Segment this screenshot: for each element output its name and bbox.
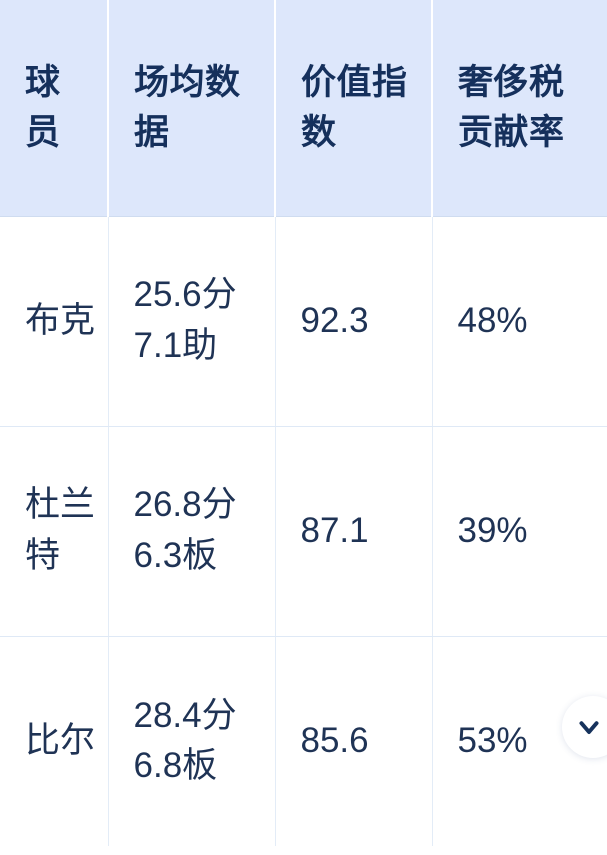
table-row[interactable]: 比尔 28.4分6.8板 85.6 53% <box>0 636 607 846</box>
table-row[interactable]: 布克 25.6分7.1助 92.3 48% <box>0 216 607 427</box>
column-header-luxury-tax-label: 奢侈税贡献率 <box>458 63 565 152</box>
cell-avg-stats: 25.6分7.1助 <box>108 216 276 427</box>
column-header-value-index[interactable]: 价值指数 <box>275 0 433 217</box>
cell-player: 布克 <box>0 216 109 427</box>
column-header-player[interactable]: 球员 <box>0 0 109 217</box>
cell-value-index: 92.3 <box>275 216 433 427</box>
table-body: 布克 25.6分7.1助 92.3 48% 杜兰特 26.8分6.3板 87.1… <box>0 216 607 846</box>
table-header: 球员 场均数据 价值指数 奢侈税贡献率 <box>0 0 607 217</box>
scroll-down-button[interactable] <box>562 696 607 758</box>
column-header-avg-stats[interactable]: 场均数据 <box>108 0 276 217</box>
cell-avg-stats: 28.4分6.8板 <box>108 636 276 846</box>
cell-luxury-tax: 48% <box>432 216 607 427</box>
cell-value-index: 85.6 <box>275 636 433 846</box>
cell-luxury-tax: 39% <box>432 426 607 637</box>
column-header-value-index-label: 价值指数 <box>301 63 408 152</box>
table-header-row: 球员 场均数据 价值指数 奢侈税贡献率 <box>0 0 607 217</box>
cell-player: 比尔 <box>0 636 109 846</box>
column-header-player-label: 球员 <box>25 63 61 152</box>
column-header-luxury-tax[interactable]: 奢侈税贡献率 <box>432 0 607 217</box>
chevron-down-icon <box>579 712 604 742</box>
table-row[interactable]: 杜兰特 26.8分6.3板 87.1 39% <box>0 426 607 637</box>
cell-value-index: 87.1 <box>275 426 433 637</box>
column-header-avg-stats-label: 场均数据 <box>134 63 241 152</box>
cell-avg-stats: 26.8分6.3板 <box>108 426 276 637</box>
cell-player: 杜兰特 <box>0 426 109 637</box>
